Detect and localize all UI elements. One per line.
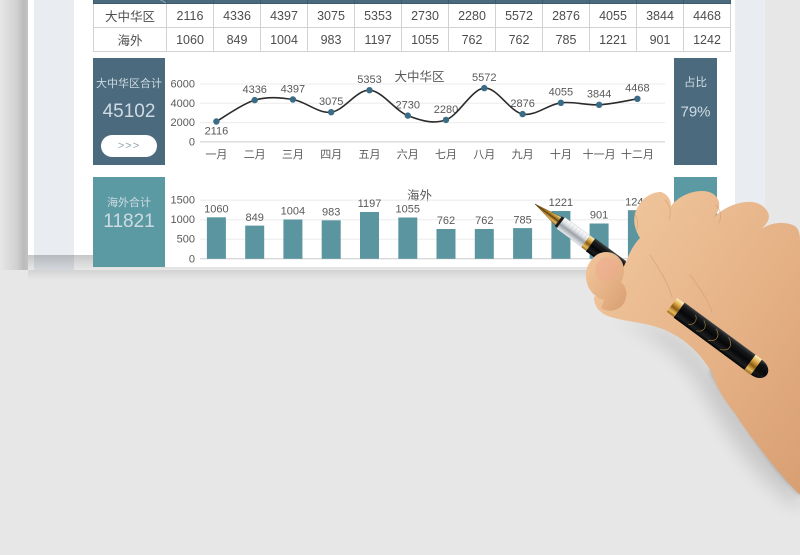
svg-text:十一月: 十一月 — [583, 147, 616, 161]
svg-text:1221: 1221 — [549, 197, 573, 209]
svg-text:1000: 1000 — [171, 214, 195, 226]
svg-text:785: 785 — [513, 214, 531, 226]
svg-text:4336: 4336 — [242, 84, 266, 96]
svg-text:1060: 1060 — [204, 204, 228, 216]
svg-text:5353: 5353 — [357, 74, 381, 86]
svg-text:500: 500 — [177, 234, 195, 246]
svg-text:十月: 十月 — [550, 147, 572, 161]
svg-text:3075: 3075 — [319, 96, 343, 108]
svg-text:1055: 1055 — [396, 204, 420, 216]
svg-text:4000: 4000 — [171, 98, 195, 110]
svg-text:1500: 1500 — [171, 195, 195, 207]
svg-text:4468: 4468 — [625, 83, 649, 95]
svg-text:5572: 5572 — [472, 72, 496, 84]
svg-text:五月: 五月 — [359, 149, 381, 161]
svg-text:八月: 八月 — [473, 149, 495, 161]
svg-text:4397: 4397 — [281, 84, 305, 96]
svg-text:762: 762 — [437, 215, 455, 227]
svg-text:1242: 1242 — [625, 196, 649, 208]
svg-text:1004: 1004 — [281, 206, 305, 218]
svg-text:0: 0 — [189, 136, 195, 148]
svg-text:4055: 4055 — [549, 87, 573, 99]
svg-text:762: 762 — [475, 215, 493, 227]
svg-text:901: 901 — [590, 210, 608, 222]
svg-text:983: 983 — [322, 207, 340, 219]
svg-text:三月: 三月 — [282, 149, 304, 161]
svg-text:二月: 二月 — [244, 149, 266, 161]
svg-text:2116: 2116 — [205, 126, 229, 138]
svg-text:0: 0 — [189, 253, 195, 265]
svg-text:一月: 一月 — [205, 149, 227, 161]
svg-text:四月: 四月 — [320, 149, 342, 161]
svg-text:1197: 1197 — [358, 198, 382, 210]
svg-text:九月: 九月 — [512, 148, 534, 161]
svg-text:七月: 七月 — [435, 148, 457, 161]
svg-text:2000: 2000 — [171, 117, 195, 129]
svg-text:3844: 3844 — [587, 89, 611, 101]
svg-text:十二月: 十二月 — [621, 147, 654, 161]
svg-text:2876: 2876 — [510, 98, 534, 110]
svg-text:849: 849 — [246, 212, 264, 224]
svg-text:六月: 六月 — [397, 148, 419, 161]
svg-text:6000: 6000 — [171, 79, 195, 91]
